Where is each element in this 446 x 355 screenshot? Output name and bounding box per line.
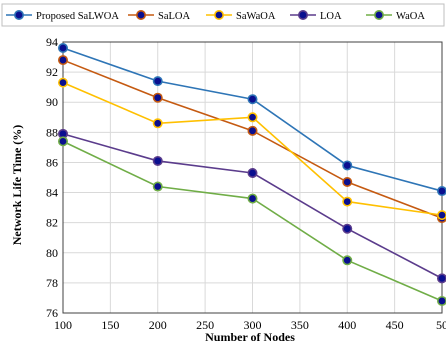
- x-tick-label: 400: [338, 318, 356, 332]
- x-tick-label: 50: [436, 318, 446, 332]
- legend-marker: [214, 10, 225, 20]
- x-tick-label: 250: [196, 318, 214, 332]
- data-point: [152, 181, 163, 192]
- y-tick-label: 78: [46, 276, 58, 290]
- data-point: [247, 193, 258, 204]
- y-tick-label: 84: [46, 186, 58, 200]
- data-point: [247, 94, 258, 105]
- data-point: [437, 295, 446, 306]
- legend-label: SaWaOA: [236, 11, 276, 22]
- x-tick-label: 150: [101, 318, 119, 332]
- legend-marker: [136, 10, 147, 20]
- series-lines: [57, 43, 446, 306]
- data-point: [342, 255, 353, 266]
- data-point: [57, 43, 68, 54]
- data-point: [342, 196, 353, 207]
- y-tick-label: 90: [46, 95, 58, 109]
- data-point: [152, 155, 163, 166]
- plot-axes: [62, 41, 443, 314]
- data-point: [247, 112, 258, 123]
- legend-label: SaLOA: [158, 11, 190, 22]
- y-tick-label: 76: [46, 306, 58, 320]
- y-tick-label: 80: [46, 246, 58, 260]
- x-axis-label: Number of Nodes: [205, 330, 295, 344]
- x-tick-label: 200: [149, 318, 167, 332]
- plot-frame: [62, 41, 443, 314]
- legend: Proposed SaLWOA SaLOA SaWaOA LOA WaOA: [1, 3, 445, 27]
- data-point: [437, 273, 446, 284]
- data-point: [342, 223, 353, 234]
- x-tick-label: 350: [291, 318, 309, 332]
- data-point: [57, 77, 68, 88]
- data-point: [437, 210, 446, 221]
- data-point: [342, 177, 353, 188]
- tick-labels: 100 150 200 250 300 350 400 450 50 76 78 80 82 84 86 88…: [46, 35, 446, 332]
- data-point: [57, 136, 68, 147]
- x-tick-label: 450: [386, 318, 404, 332]
- legend-marker: [373, 10, 384, 20]
- data-point: [152, 92, 163, 103]
- legend-marker: [297, 10, 308, 20]
- y-tick-label: 82: [46, 216, 58, 230]
- y-tick-label: 94: [46, 35, 58, 49]
- data-point: [437, 186, 446, 197]
- y-tick-label: 86: [46, 155, 58, 169]
- y-tick-label: 92: [46, 65, 58, 79]
- data-point: [152, 118, 163, 129]
- legend-label: Proposed SaLWOA: [36, 11, 119, 22]
- data-point: [342, 160, 353, 171]
- legend-label: WaOA: [396, 11, 425, 22]
- data-point: [247, 125, 258, 136]
- x-tick-label: 100: [54, 318, 72, 332]
- legend-marker: [14, 10, 24, 20]
- x-tick-label: 300: [244, 318, 262, 332]
- legend-label: LOA: [320, 11, 342, 22]
- data-point: [152, 76, 163, 87]
- y-tick-label: 88: [46, 125, 58, 139]
- data-point: [247, 167, 258, 178]
- y-axis-label: Network Life Time (%): [10, 125, 24, 246]
- data-point: [57, 55, 68, 66]
